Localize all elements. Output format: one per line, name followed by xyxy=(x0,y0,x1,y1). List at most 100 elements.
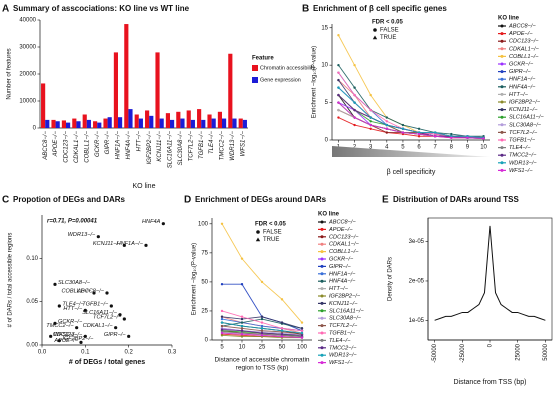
panel-title: Enrichment of β cell specific genes xyxy=(313,4,447,13)
legend-swatch xyxy=(320,220,324,224)
x-tick-label: 0 xyxy=(488,343,494,347)
bar xyxy=(55,121,60,128)
legend-swatch xyxy=(500,130,504,134)
y-tick-label: 0 xyxy=(325,138,329,144)
point-marker xyxy=(385,127,389,130)
point-label: GCKR−/− xyxy=(58,319,83,325)
y-axis-label: Density of DARs xyxy=(388,257,394,301)
bar xyxy=(124,24,129,128)
point-marker xyxy=(385,116,389,119)
bar xyxy=(155,52,160,128)
bar xyxy=(190,119,195,128)
point-marker xyxy=(337,93,340,97)
legend-label: ABCC8−/− xyxy=(508,23,536,29)
legend-label: TGFB1−/− xyxy=(329,330,356,336)
point-marker xyxy=(353,93,356,97)
x-tick-label: 7 xyxy=(434,145,438,151)
point-marker xyxy=(353,116,356,119)
legend-label: HNF4A−/− xyxy=(509,84,536,90)
point-marker xyxy=(240,257,244,260)
bar xyxy=(76,121,81,128)
bar xyxy=(159,118,164,128)
y-tick-label: 40000 xyxy=(19,18,36,24)
point xyxy=(96,235,100,239)
point-marker xyxy=(240,329,244,332)
point-label: SLC30A8−/− xyxy=(58,280,91,286)
point xyxy=(75,326,79,330)
point xyxy=(79,340,83,344)
bar xyxy=(72,118,77,128)
x-tick-label: GCKR−/− xyxy=(95,131,101,158)
y-tick-label: 15 xyxy=(321,25,328,31)
point-marker xyxy=(280,327,284,330)
legend-label: IGF2BP2−/− xyxy=(329,293,361,299)
point-marker xyxy=(240,283,244,286)
x-axis-label: β cell specificity xyxy=(387,169,436,176)
series-line xyxy=(338,72,484,139)
point-label: HNF1A−/− xyxy=(117,241,144,247)
bar xyxy=(51,119,56,128)
point-marker xyxy=(337,86,340,89)
point xyxy=(122,243,126,247)
legend-label: HNF4A−/− xyxy=(329,279,356,285)
legend-swatch xyxy=(320,316,324,320)
point-label: IGF2BP2−/− xyxy=(62,336,94,342)
bar xyxy=(113,52,118,128)
x-tick-label: CDC123−/− xyxy=(64,131,70,163)
x-tick-label: -25000 xyxy=(460,343,466,362)
legend-swatch xyxy=(320,235,324,239)
x-tick-label: GIPR−/− xyxy=(105,131,111,155)
point-label: CDC123−/− xyxy=(53,332,83,338)
bar xyxy=(128,109,133,128)
legend-swatch xyxy=(320,227,324,231)
panel-title: Summary of asscociations: KO line vs WT … xyxy=(13,4,190,13)
legend-swatch xyxy=(320,257,324,261)
x-tick-label: HTT−/− xyxy=(136,131,142,152)
point-marker xyxy=(482,137,485,140)
panel-letter: E xyxy=(382,195,389,206)
point-marker xyxy=(220,331,224,335)
point-marker xyxy=(240,332,244,336)
point-marker xyxy=(300,336,304,339)
point-marker xyxy=(369,93,372,97)
legend-shape xyxy=(373,28,377,32)
legend-label: SLC16A11−/− xyxy=(509,115,544,121)
panel-title: Distribution of DARs around TSS xyxy=(393,195,519,204)
legend-swatch xyxy=(500,153,504,157)
point-label: KCNJ11−/− xyxy=(93,241,122,247)
bar xyxy=(93,121,98,128)
legend-label: GCKR−/− xyxy=(509,61,534,67)
panel-title: Propotion of DEGs and DARs xyxy=(13,195,126,204)
point-label: TMCC2−/− xyxy=(46,323,74,329)
legend-swatch xyxy=(252,65,258,71)
y-tick-label: 10000 xyxy=(19,99,36,105)
y-tick-label: 20000 xyxy=(19,72,36,78)
point-marker xyxy=(240,335,244,338)
legend-swatch xyxy=(500,146,504,150)
x-tick-label: TCF7L2−/− xyxy=(188,131,194,162)
x-tick-label: KCNJ11−/− xyxy=(157,131,163,162)
y-tick-label: 50 xyxy=(201,279,208,285)
legend-label: TCF7L2−/− xyxy=(329,323,358,329)
legend-label: Chromatin accessibility xyxy=(260,65,315,71)
legend-label: CDC123−/− xyxy=(509,39,539,45)
density-line xyxy=(434,225,546,321)
x-tick-label: CDKAL1−/− xyxy=(74,131,80,164)
legend-title: KO line xyxy=(318,212,340,218)
x-axis-label: Distance of accessible chromatin xyxy=(214,357,309,364)
point-label: TGFB1−/− xyxy=(82,301,109,307)
point-marker xyxy=(220,324,224,328)
bar xyxy=(118,117,123,128)
legend-swatch xyxy=(320,264,324,268)
x-tick-label: 3 xyxy=(369,145,373,151)
point xyxy=(127,334,131,338)
point-marker xyxy=(401,123,405,127)
point-marker xyxy=(240,327,244,330)
point-marker xyxy=(369,127,372,130)
legend-swatch xyxy=(320,338,324,342)
legend-swatch xyxy=(500,32,504,36)
legend-label: CDKAL1−/− xyxy=(329,242,360,248)
point-marker xyxy=(385,123,389,127)
legend-swatch xyxy=(252,77,258,83)
